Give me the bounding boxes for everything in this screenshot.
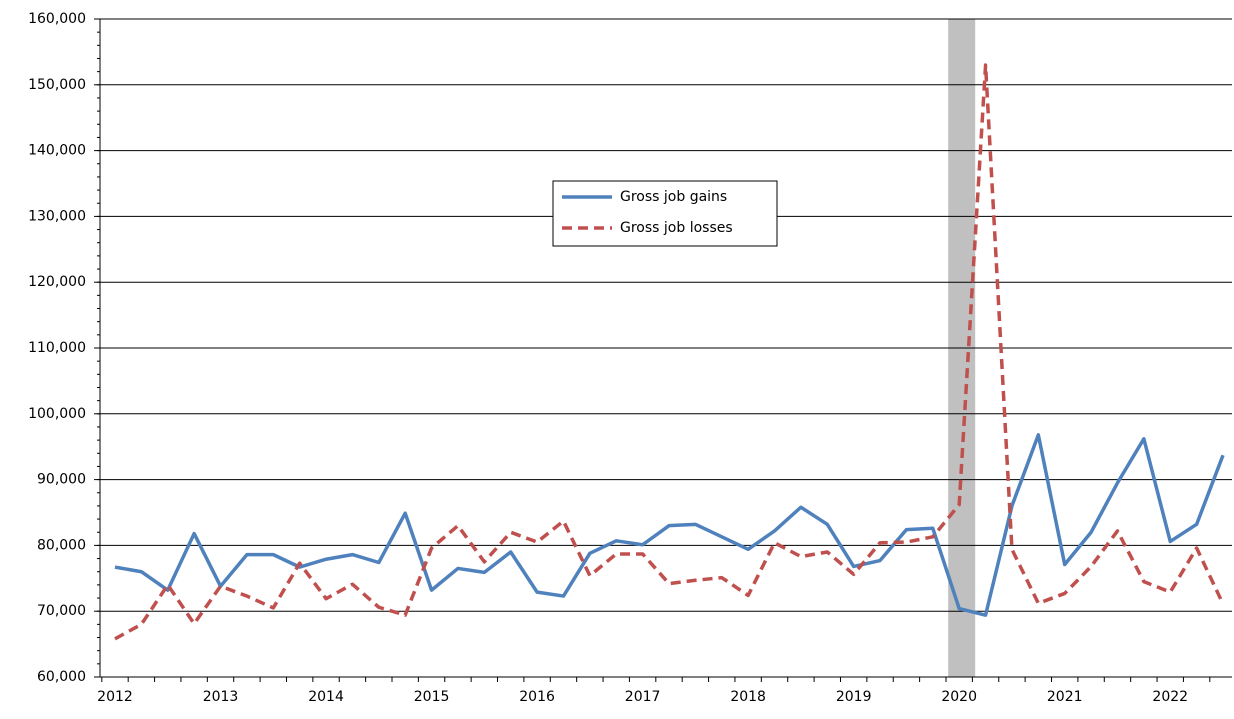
series-line <box>114 433 1225 617</box>
x-tick-label: 2012 <box>97 689 133 705</box>
y-tick-label: 120,000 <box>28 274 86 290</box>
x-tick-label: 2018 <box>730 689 766 705</box>
x-tick-label: 2020 <box>941 689 977 705</box>
x-tick-label: 2015 <box>414 689 450 705</box>
y-tick-label: 130,000 <box>28 208 86 224</box>
legend-label: Gross job gains <box>620 189 727 205</box>
legend: Gross job gains Gross job losses <box>552 180 778 247</box>
x-tick-label: 2013 <box>203 689 239 705</box>
y-tick-label: 90,000 <box>37 472 86 488</box>
y-tick-label: 140,000 <box>28 143 86 159</box>
y-tick-label: 110,000 <box>28 340 86 356</box>
y-tick-label: 60,000 <box>37 669 86 685</box>
x-tick-label: 2014 <box>308 689 344 705</box>
series-line <box>114 63 1225 641</box>
y-tick-label: 100,000 <box>28 406 86 422</box>
x-tick-label: 2019 <box>836 689 872 705</box>
y-tick-label: 70,000 <box>37 603 86 619</box>
legend-label: Gross job losses <box>620 220 733 236</box>
x-tick-label: 2017 <box>625 689 661 705</box>
legend-box <box>552 180 778 247</box>
y-tick-label: 150,000 <box>28 77 86 93</box>
x-tick-label: 2022 <box>1152 689 1188 705</box>
y-tick-label: 160,000 <box>28 11 86 27</box>
x-tick-label: 2021 <box>1047 689 1083 705</box>
x-tick-label: 2016 <box>519 689 555 705</box>
y-tick-label: 80,000 <box>37 537 86 553</box>
